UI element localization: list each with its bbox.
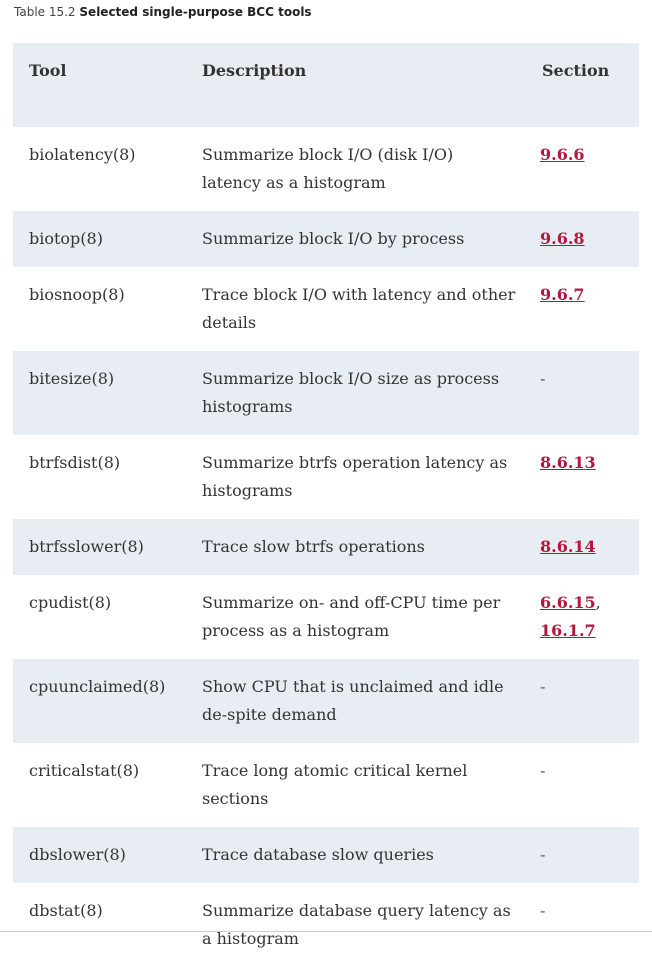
tool-cell: biosnoop(8)	[29, 285, 125, 304]
section-link[interactable]: 16.1.7	[540, 621, 596, 640]
no-section-dash: -	[540, 761, 546, 780]
section-link[interactable]: 9.6.6	[540, 145, 585, 164]
bcc-tools-table: Tool Description Section biolatency(8) Su…	[13, 43, 639, 967]
description-cell: Trace long atomic critical kernel sectio…	[202, 761, 468, 808]
description-cell: Summarize database query latency as a hi…	[202, 901, 511, 948]
section-link[interactable]: 8.6.13	[540, 453, 596, 472]
section-cell: 9.6.7	[527, 267, 639, 351]
section-cell: 6.6.15, 16.1.7	[540, 593, 601, 640]
description-cell: Summarize block I/O size as process hist…	[202, 369, 500, 416]
description-cell: Summarize block I/O by process	[202, 229, 465, 248]
tool-cell: dbslower(8)	[29, 845, 126, 864]
table-title: Selected single-purpose BCC tools	[79, 5, 312, 19]
header-tool: Tool	[29, 61, 67, 80]
table-row: btrfsdist(8) Summarize btrfs operation la…	[13, 435, 639, 519]
tool-cell: btrfsslower(8)	[29, 537, 144, 556]
description-cell: Summarize block I/O (disk I/O) latency a…	[202, 145, 454, 192]
tool-cell: bitesize(8)	[29, 369, 115, 388]
header-section: Section	[542, 61, 610, 80]
description-cell: Trace database slow queries	[202, 845, 434, 864]
table-header-row: Tool Description Section	[13, 43, 639, 127]
section-cell: 8.6.14	[527, 519, 639, 575]
tool-cell: biolatency(8)	[29, 145, 136, 164]
description-cell: Trace slow btrfs operations	[202, 537, 425, 556]
table-caption: Table 15.2 Selected single-purpose BCC t…	[14, 5, 312, 19]
table-row: cpudist(8) Summarize on- and off-CPU time…	[13, 575, 639, 659]
no-section-dash: -	[540, 901, 546, 920]
tool-cell: cpudist(8)	[29, 593, 112, 612]
section-link[interactable]: 6.6.15	[540, 593, 596, 612]
description-cell: Summarize on- and off-CPU time per proce…	[202, 593, 501, 640]
section-cell: -	[527, 743, 639, 827]
description-cell: Summarize btrfs operation latency as his…	[202, 453, 508, 500]
no-section-dash: -	[540, 677, 546, 696]
section-link[interactable]: 9.6.7	[540, 285, 585, 304]
section-cell: 9.6.6	[527, 127, 639, 211]
table-row: biotop(8) Summarize block I/O by process 9…	[13, 211, 639, 267]
bottom-divider	[0, 931, 652, 932]
table-body: biolatency(8) Summarize block I/O (disk I…	[13, 127, 639, 967]
section-cell: -	[527, 351, 639, 435]
table-row: dbslower(8) Trace database slow queries -	[13, 827, 639, 883]
no-section-dash: -	[540, 369, 546, 388]
section-link[interactable]: 9.6.8	[540, 229, 585, 248]
section-cell: 8.6.13	[527, 435, 639, 519]
tool-cell: btrfsdist(8)	[29, 453, 121, 472]
description-cell: Trace block I/O with latency and other d…	[202, 285, 516, 332]
tool-cell: dbstat(8)	[29, 901, 103, 920]
header-description: Description	[202, 61, 307, 80]
tool-cell: biotop(8)	[29, 229, 103, 248]
section-cell: -	[527, 827, 639, 883]
description-cell: Show CPU that is unclaimed and idle de-s…	[202, 677, 504, 724]
table-row: criticalstat(8) Trace long atomic critica…	[13, 743, 639, 827]
table-row: dbstat(8) Summarize database query latenc…	[13, 883, 639, 967]
tool-cell: cpuunclaimed(8)	[29, 677, 166, 696]
section-cell: 9.6.8	[527, 211, 639, 267]
tool-cell: criticalstat(8)	[29, 761, 140, 780]
table-row: biosnoop(8) Trace block I/O with latency …	[13, 267, 639, 351]
table-row: biolatency(8) Summarize block I/O (disk I…	[13, 127, 639, 211]
section-cell: -	[527, 883, 639, 967]
no-section-dash: -	[540, 845, 546, 864]
table-row: btrfsslower(8) Trace slow btrfs operation…	[13, 519, 639, 575]
table-number: Table 15.2	[14, 5, 76, 19]
table-row: bitesize(8) Summarize block I/O size as p…	[13, 351, 639, 435]
table-row: cpuunclaimed(8) Show CPU that is unclaime…	[13, 659, 639, 743]
section-link[interactable]: 8.6.14	[540, 537, 596, 556]
section-cell: -	[527, 659, 639, 743]
